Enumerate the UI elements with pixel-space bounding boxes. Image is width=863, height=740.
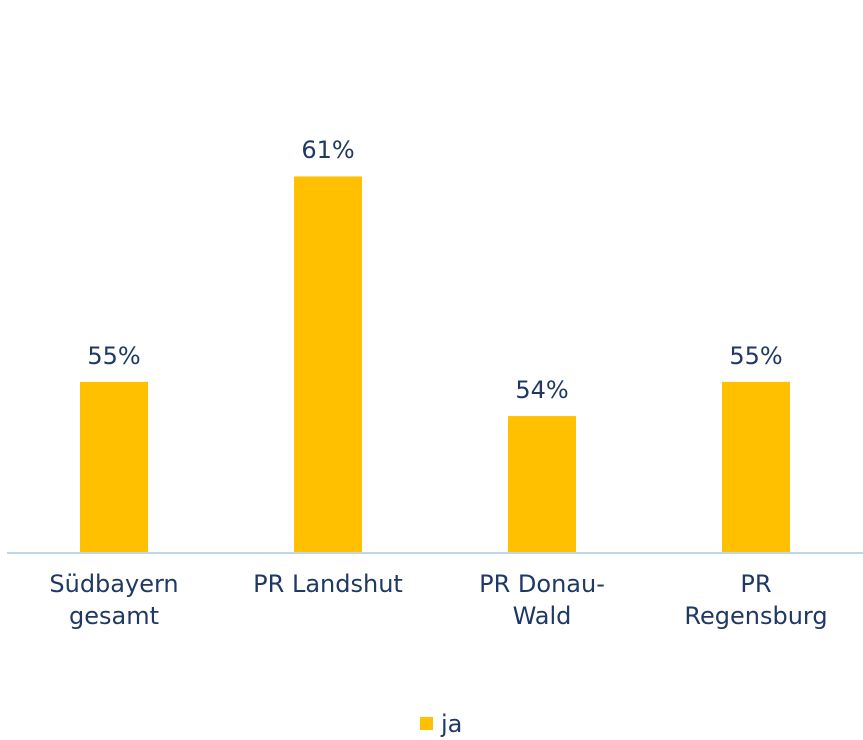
data-label: 61% (301, 136, 355, 165)
bar (80, 381, 148, 553)
legend-label: ja (441, 710, 463, 738)
x-tick-label: PR Landshut (253, 570, 403, 598)
data-label: 55% (87, 341, 141, 370)
legend-swatch (420, 717, 433, 730)
bar (294, 176, 362, 553)
x-tick-label: PR Donau-Wald (479, 570, 605, 630)
data-label: 55% (729, 341, 783, 370)
data-label: 54% (515, 376, 569, 405)
bar (722, 381, 790, 553)
x-tick-label: Südbayern gesamt (49, 570, 179, 630)
x-tick-label: PR Regensburg (684, 570, 828, 630)
bar (508, 416, 576, 553)
